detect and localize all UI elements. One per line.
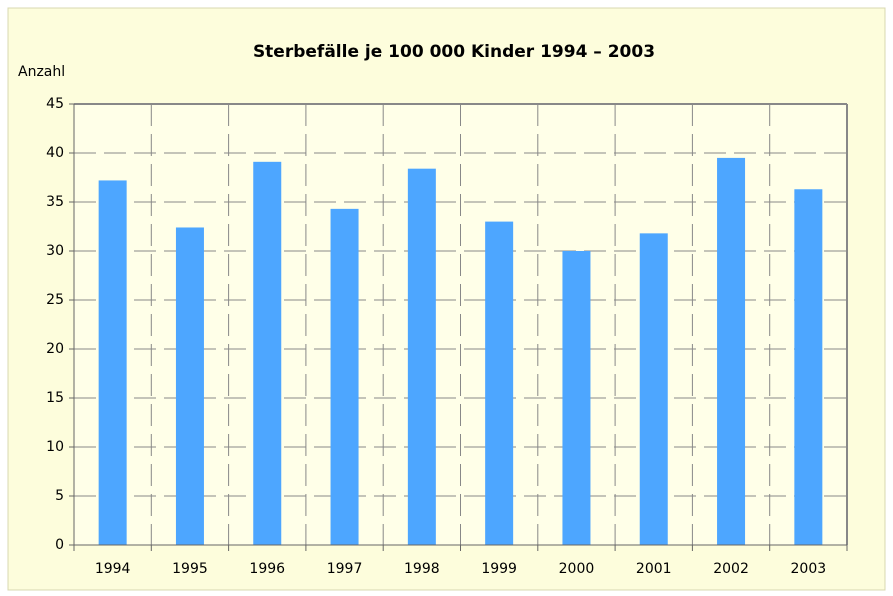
- y-tick-label: 40: [46, 145, 64, 161]
- y-tick-label: 25: [46, 292, 64, 308]
- chart-title: Sterbefälle je 100 000 Kinder 1994 – 200…: [253, 42, 655, 62]
- x-tick-label: 1996: [249, 561, 285, 577]
- bar: [562, 251, 591, 545]
- x-tick-label: 1997: [327, 561, 363, 577]
- y-tick-label: 20: [46, 341, 64, 357]
- x-tick-label: 2000: [559, 561, 595, 577]
- x-tick-label: 1994: [95, 561, 131, 577]
- x-tick-label: 1998: [404, 561, 440, 577]
- y-tick-label: 5: [55, 488, 64, 504]
- bar: [175, 227, 204, 546]
- bar: [794, 189, 823, 545]
- bar: [98, 180, 127, 545]
- x-tick-label: 1999: [481, 561, 517, 577]
- bar: [717, 157, 746, 545]
- bar: [485, 221, 514, 545]
- bar: [330, 208, 359, 546]
- y-axis-label: Anzahl: [18, 64, 65, 80]
- y-tick-label: 0: [55, 537, 64, 553]
- x-tick-label: 2002: [713, 561, 749, 577]
- bar: [253, 161, 282, 545]
- y-tick-label: 30: [46, 243, 64, 259]
- x-tick-label: 2003: [791, 561, 827, 577]
- y-tick-label: 35: [46, 194, 64, 210]
- bar: [407, 168, 436, 545]
- x-tick-label: 1995: [172, 561, 208, 577]
- y-tick-label: 15: [46, 390, 64, 406]
- y-tick-label: 45: [46, 96, 64, 112]
- bar: [639, 233, 668, 546]
- y-tick-label: 10: [46, 439, 64, 455]
- x-tick-label: 2001: [636, 561, 672, 577]
